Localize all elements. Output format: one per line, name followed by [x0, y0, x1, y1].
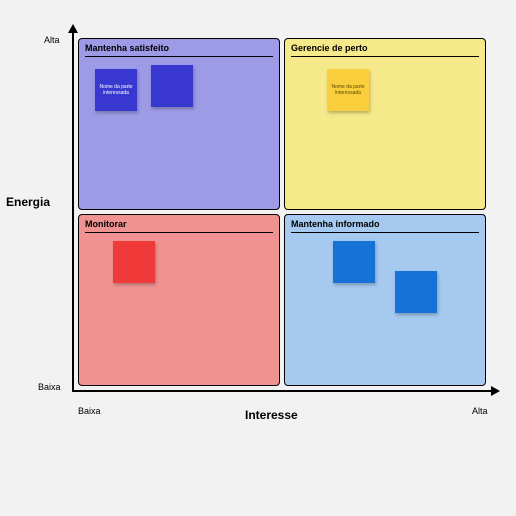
quadrant-bottom-right-title: Mantenha informado [291, 219, 479, 233]
quadrant-top-left: Mantenha satisfeito Nome da parte intere… [78, 38, 280, 210]
sticky-note[interactable] [113, 241, 155, 283]
y-axis-tick-high: Alta [44, 35, 60, 45]
quadrant-top-right: Gerencie de perto Nome da parte interess… [284, 38, 486, 210]
x-axis-tick-high: Alta [472, 406, 488, 416]
x-axis-arrow-icon [491, 386, 500, 396]
x-axis-tick-low: Baixa [78, 406, 101, 416]
sticky-note[interactable] [333, 241, 375, 283]
quadrant-top-right-title: Gerencie de perto [291, 43, 479, 57]
quadrant-bottom-right: Mantenha informado [284, 214, 486, 386]
quadrant-top-left-title: Mantenha satisfeito [85, 43, 273, 57]
y-axis-title: Energia [6, 195, 50, 209]
sticky-note[interactable] [395, 271, 437, 313]
y-axis-tick-low: Baixa [38, 382, 61, 392]
quadrant-bottom-left-title: Monitorar [85, 219, 273, 233]
quadrant-grid: Mantenha satisfeito Nome da parte intere… [78, 38, 486, 386]
chart-area: Mantenha satisfeito Nome da parte intere… [72, 32, 492, 392]
sticky-note[interactable]: Nome da parte interessada [327, 69, 369, 111]
x-axis-title: Interesse [245, 408, 298, 422]
x-axis-line [72, 390, 492, 392]
y-axis-arrow-icon [68, 24, 78, 33]
sticky-note[interactable]: Nome da parte interessada [95, 69, 137, 111]
y-axis-line [72, 32, 74, 392]
quadrant-bottom-left: Monitorar [78, 214, 280, 386]
sticky-note[interactable] [151, 65, 193, 107]
